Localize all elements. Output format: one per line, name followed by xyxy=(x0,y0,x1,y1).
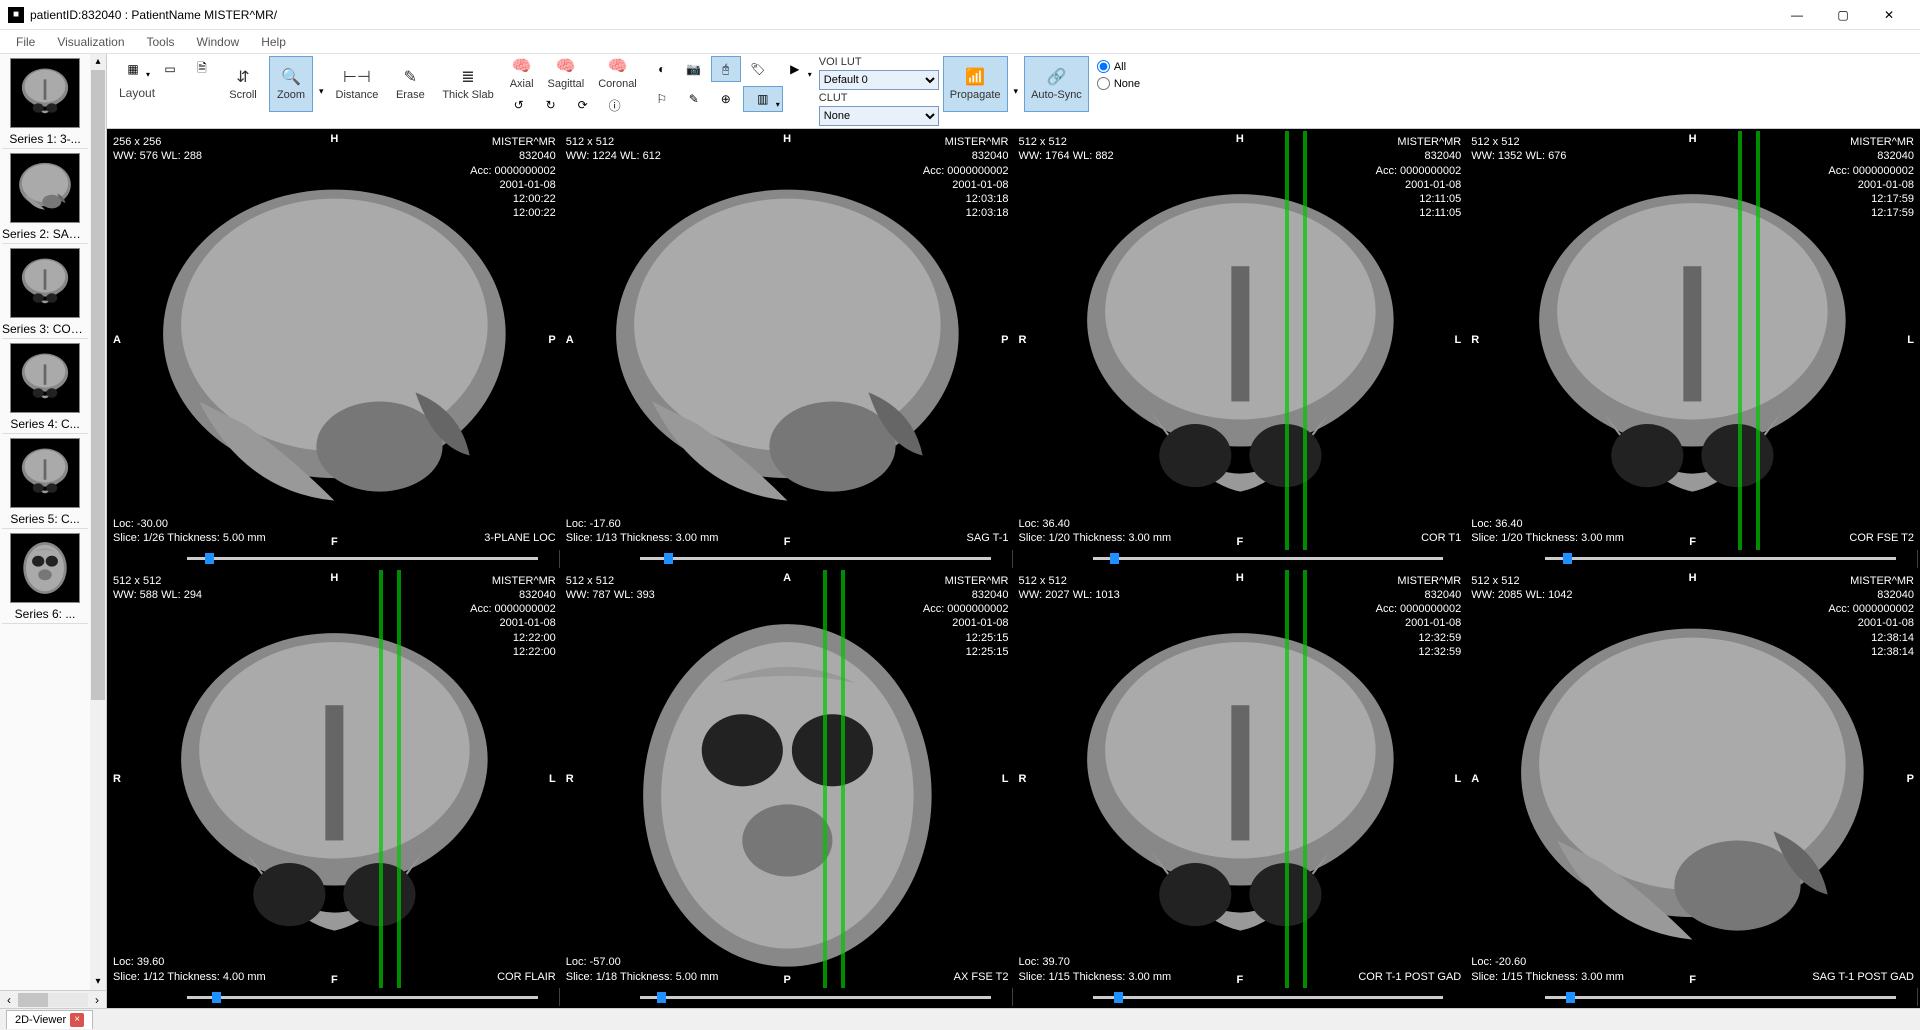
series-thumbnail[interactable] xyxy=(10,533,80,603)
axial-orient[interactable]: 🧠 Axial xyxy=(504,56,540,90)
sagittal-orient[interactable]: 🧠 Sagittal xyxy=(542,56,591,90)
menu-help[interactable]: Help xyxy=(251,33,296,51)
flag-button[interactable]: ⚐ xyxy=(647,86,677,112)
series-label: Series 1: 3-... xyxy=(2,130,88,149)
sagittal-icon: 🧠 xyxy=(556,56,576,76)
series-label: Series 3: COR... xyxy=(2,320,88,339)
viewport-grid: 256 x 256WW: 576 WL: 288 MISTER^MR832040… xyxy=(107,129,1920,1008)
toolbar: ▦ ▭ 🗎 Layout ⇵ Scroll 🔍 Zoom ▾ ⊢⊣ Distan… xyxy=(107,54,1920,129)
cursor-button[interactable]: 🖰 xyxy=(711,56,741,82)
viewport[interactable]: 512 x 512WW: 2027 WL: 1013 MISTER^MR8320… xyxy=(1015,570,1466,1007)
viewport[interactable]: 512 x 512WW: 787 WL: 393 MISTER^MR832040… xyxy=(562,570,1013,1007)
viewport[interactable]: 512 x 512WW: 1224 WL: 612 MISTER^MR83204… xyxy=(562,131,1013,568)
rotate-cw-button[interactable]: ↻ xyxy=(536,92,566,118)
autosync-button[interactable]: 🔗 Auto-Sync xyxy=(1024,56,1089,112)
series-sidebar: Series 1: 3-... Series 2: SAG... Series … xyxy=(0,54,107,1008)
app-icon: ■ xyxy=(8,7,24,23)
viewport[interactable]: 512 x 512WW: 1764 WL: 882 MISTER^MR83204… xyxy=(1015,131,1466,568)
erase-tool[interactable]: ✎ Erase xyxy=(388,56,432,112)
scroll-right-icon[interactable]: › xyxy=(88,993,106,1007)
coronal-icon: 🧠 xyxy=(608,56,628,76)
distance-icon: ⊢⊣ xyxy=(343,67,371,87)
series-thumbnail[interactable] xyxy=(10,58,80,128)
propagate-icon: 📶 xyxy=(965,67,985,87)
voilut-select[interactable]: Default 0 xyxy=(819,70,939,90)
erase-icon: ✎ xyxy=(404,67,417,87)
clut-select[interactable]: None xyxy=(819,106,939,126)
distance-tool[interactable]: ⊢⊣ Distance xyxy=(330,56,385,112)
play-button[interactable]: ▶ xyxy=(775,56,815,82)
title-bar: ■ patientID:832040 : PatientName MISTER^… xyxy=(0,0,1920,30)
tab-2d-viewer[interactable]: 2D-Viewer × xyxy=(6,1010,93,1029)
voilut-group: VOI LUT Default 0 CLUT None xyxy=(819,56,939,126)
voilut-label: VOI LUT xyxy=(819,56,939,68)
menu-visualization[interactable]: Visualization xyxy=(47,33,134,51)
series-thumbnail[interactable] xyxy=(10,343,80,413)
zoom-icon: 🔍 xyxy=(281,67,301,87)
export-button[interactable]: 🗎 xyxy=(187,56,217,82)
close-tab-icon[interactable]: × xyxy=(70,1013,84,1027)
scroll-tool[interactable]: ⇵ Scroll xyxy=(221,56,265,112)
tag-button[interactable]: 🏷 xyxy=(743,56,773,82)
flip-button[interactable]: ⟳ xyxy=(568,92,598,118)
clut-label: CLUT xyxy=(819,92,939,104)
radio-all[interactable]: All xyxy=(1097,60,1140,73)
thickslab-tool[interactable]: ≣ Thick Slab xyxy=(436,56,499,112)
layout2-button[interactable]: ▭ xyxy=(155,56,185,82)
zoom-tool[interactable]: 🔍 Zoom xyxy=(269,56,313,112)
menu-file[interactable]: File xyxy=(6,33,45,51)
series-thumbnails[interactable]: Series 1: 3-... Series 2: SAG... Series … xyxy=(0,54,90,990)
window-title: patientID:832040 : PatientName MISTER^MR… xyxy=(30,8,1774,22)
series-thumbnail[interactable] xyxy=(10,153,80,223)
target-button[interactable]: ⊕ xyxy=(711,86,741,112)
series-thumbnail[interactable] xyxy=(10,438,80,508)
sidebar-hscroll[interactable]: ‹ › xyxy=(0,990,106,1008)
thickslab-icon: ≣ xyxy=(461,67,474,87)
scroll-icon: ⇵ xyxy=(236,67,249,87)
coronal-orient[interactable]: 🧠 Coronal xyxy=(592,56,643,90)
rotate-ccw-button[interactable]: ↺ xyxy=(504,92,534,118)
close-button[interactable]: ✕ xyxy=(1866,0,1912,30)
annotate-button[interactable]: ✎ xyxy=(679,86,709,112)
grid-layout-button[interactable]: ▦ xyxy=(113,56,153,82)
sidebar-scrollbar[interactable]: ▴ ▾ xyxy=(90,54,106,990)
viewport[interactable]: 512 x 512WW: 2085 WL: 1042 MISTER^MR8320… xyxy=(1467,570,1918,1007)
axial-icon: 🧠 xyxy=(512,56,532,76)
viewport[interactable]: 512 x 512WW: 588 WL: 294 MISTER^MR832040… xyxy=(109,570,560,1007)
propagate-button[interactable]: 📶 Propagate xyxy=(943,56,1008,112)
series-thumbnail[interactable] xyxy=(10,248,80,318)
sync-scope: All None xyxy=(1093,56,1144,94)
scroll-down-icon[interactable]: ▾ xyxy=(90,974,106,990)
info-button[interactable]: ⓘ xyxy=(600,92,630,118)
viewport[interactable]: 256 x 256WW: 576 WL: 288 MISTER^MR832040… xyxy=(109,131,560,568)
propagate-dropdown[interactable]: ▾ xyxy=(1012,86,1021,97)
radio-none[interactable]: None xyxy=(1097,77,1140,90)
bottom-bar: 2D-Viewer × xyxy=(0,1008,1920,1030)
panel-button[interactable]: ▥ xyxy=(743,86,783,112)
maximize-button[interactable]: ▢ xyxy=(1820,0,1866,30)
viewport[interactable]: 512 x 512WW: 1352 WL: 676 MISTER^MR83204… xyxy=(1467,131,1918,568)
scroll-up-icon[interactable]: ▴ xyxy=(90,54,106,70)
invert-button[interactable]: ◐ xyxy=(647,56,677,82)
menu-window[interactable]: Window xyxy=(187,33,250,51)
menu-bar: File Visualization Tools Window Help xyxy=(0,30,1920,54)
autosync-icon: 🔗 xyxy=(1046,67,1066,87)
series-label: Series 2: SAG... xyxy=(2,225,88,244)
screenshot-button[interactable]: 📷 xyxy=(679,56,709,82)
minimize-button[interactable]: — xyxy=(1774,0,1820,30)
series-label: Series 5: C... xyxy=(2,510,88,529)
zoom-dropdown[interactable]: ▾ xyxy=(317,86,326,97)
series-label: Series 6: ... xyxy=(2,605,88,624)
series-label: Series 4: C... xyxy=(2,415,88,434)
layout-label: Layout xyxy=(113,82,217,102)
menu-tools[interactable]: Tools xyxy=(137,33,185,51)
scroll-left-icon[interactable]: ‹ xyxy=(0,993,18,1007)
